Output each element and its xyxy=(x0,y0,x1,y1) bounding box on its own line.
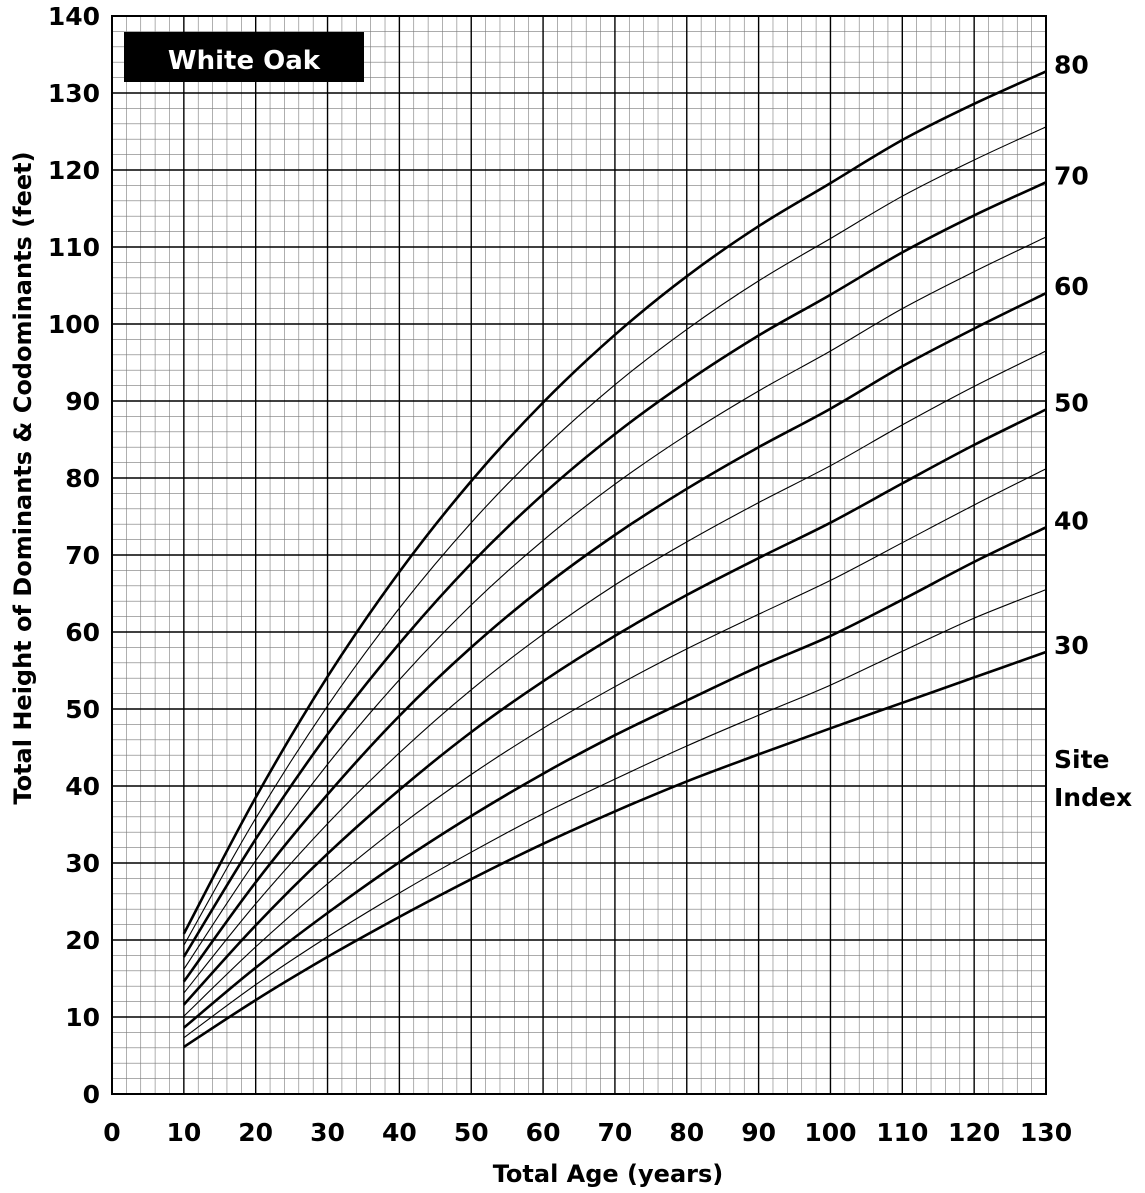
x-tick-label: 30 xyxy=(310,1118,345,1147)
y-tick-label: 80 xyxy=(65,464,100,493)
y-tick-label: 100 xyxy=(48,310,100,339)
y-tick-label: 20 xyxy=(65,926,100,955)
x-axis-title: Total Age (years) xyxy=(493,1160,723,1188)
site-index-60-line xyxy=(182,292,1047,983)
site-index-55-line xyxy=(183,350,1047,994)
x-tick-label: 0 xyxy=(103,1118,120,1147)
site-index-75-line xyxy=(183,126,1047,946)
y-tick-label: 120 xyxy=(48,156,100,185)
y-tick-label: 90 xyxy=(65,387,100,416)
y-tick-label: 10 xyxy=(65,1003,100,1032)
site-index-80-label: 80 xyxy=(1054,50,1089,79)
plot-frame xyxy=(111,15,1047,1095)
y-tick-label: 60 xyxy=(65,618,100,647)
y-tick-label: 110 xyxy=(48,233,100,262)
y-tick-label: 40 xyxy=(65,772,100,801)
site-index-80-line xyxy=(182,70,1047,935)
site-index-70-label: 70 xyxy=(1054,161,1089,190)
x-tick-label: 70 xyxy=(598,1118,633,1147)
x-tick-label: 100 xyxy=(804,1118,856,1147)
x-tick-label: 60 xyxy=(526,1118,561,1147)
site-index-35-line xyxy=(183,589,1047,1039)
site-index-labels: 80 70 60 50 40 30 xyxy=(1054,50,1089,660)
x-axis-ticks: 0 10 20 30 40 50 60 70 80 90 100 110 120 130 xyxy=(103,1118,1072,1147)
x-tick-label: 10 xyxy=(166,1118,201,1147)
site-index-50-label: 50 xyxy=(1054,388,1089,417)
x-tick-label: 80 xyxy=(669,1118,704,1147)
chart-title-box: White Oak xyxy=(124,32,364,82)
site-index-50-line xyxy=(182,408,1047,1006)
site-index-30-label: 30 xyxy=(1054,631,1089,660)
site-index-curves xyxy=(182,70,1047,1049)
y-tick-label: 30 xyxy=(65,849,100,878)
x-tick-label: 20 xyxy=(238,1118,273,1147)
y-tick-label: 0 xyxy=(83,1080,100,1109)
chart-title: White Oak xyxy=(168,46,321,76)
site-index-45-line xyxy=(183,468,1047,1017)
x-tick-label: 130 xyxy=(1020,1118,1072,1147)
site-index-65-line xyxy=(183,236,1047,970)
x-tick-label: 110 xyxy=(876,1118,928,1147)
x-tick-label: 50 xyxy=(454,1118,489,1147)
site-index-60-label: 60 xyxy=(1054,272,1089,301)
y-tick-label: 70 xyxy=(65,541,100,570)
y-tick-label: 140 xyxy=(48,2,100,31)
site-index-40-line xyxy=(182,526,1047,1029)
site-index-70-line xyxy=(182,181,1047,958)
x-tick-label: 90 xyxy=(741,1118,776,1147)
x-tick-label: 120 xyxy=(948,1118,1000,1147)
major-grid xyxy=(111,15,1047,1095)
y-axis-title: Total Height of Dominants & Codominants … xyxy=(9,151,37,804)
site-index-40-label: 40 xyxy=(1054,506,1089,535)
y-axis-ticks: 0 10 20 30 40 50 60 70 80 90 100 110 120 130 140 xyxy=(48,2,100,1109)
y-tick-label: 50 xyxy=(65,695,100,724)
x-tick-label: 40 xyxy=(382,1118,417,1147)
legend-title-line1: Site xyxy=(1054,745,1109,774)
site-index-30-line xyxy=(183,650,1047,1049)
y-tick-label: 130 xyxy=(48,79,100,108)
legend-title-line2: Index xyxy=(1054,783,1132,812)
